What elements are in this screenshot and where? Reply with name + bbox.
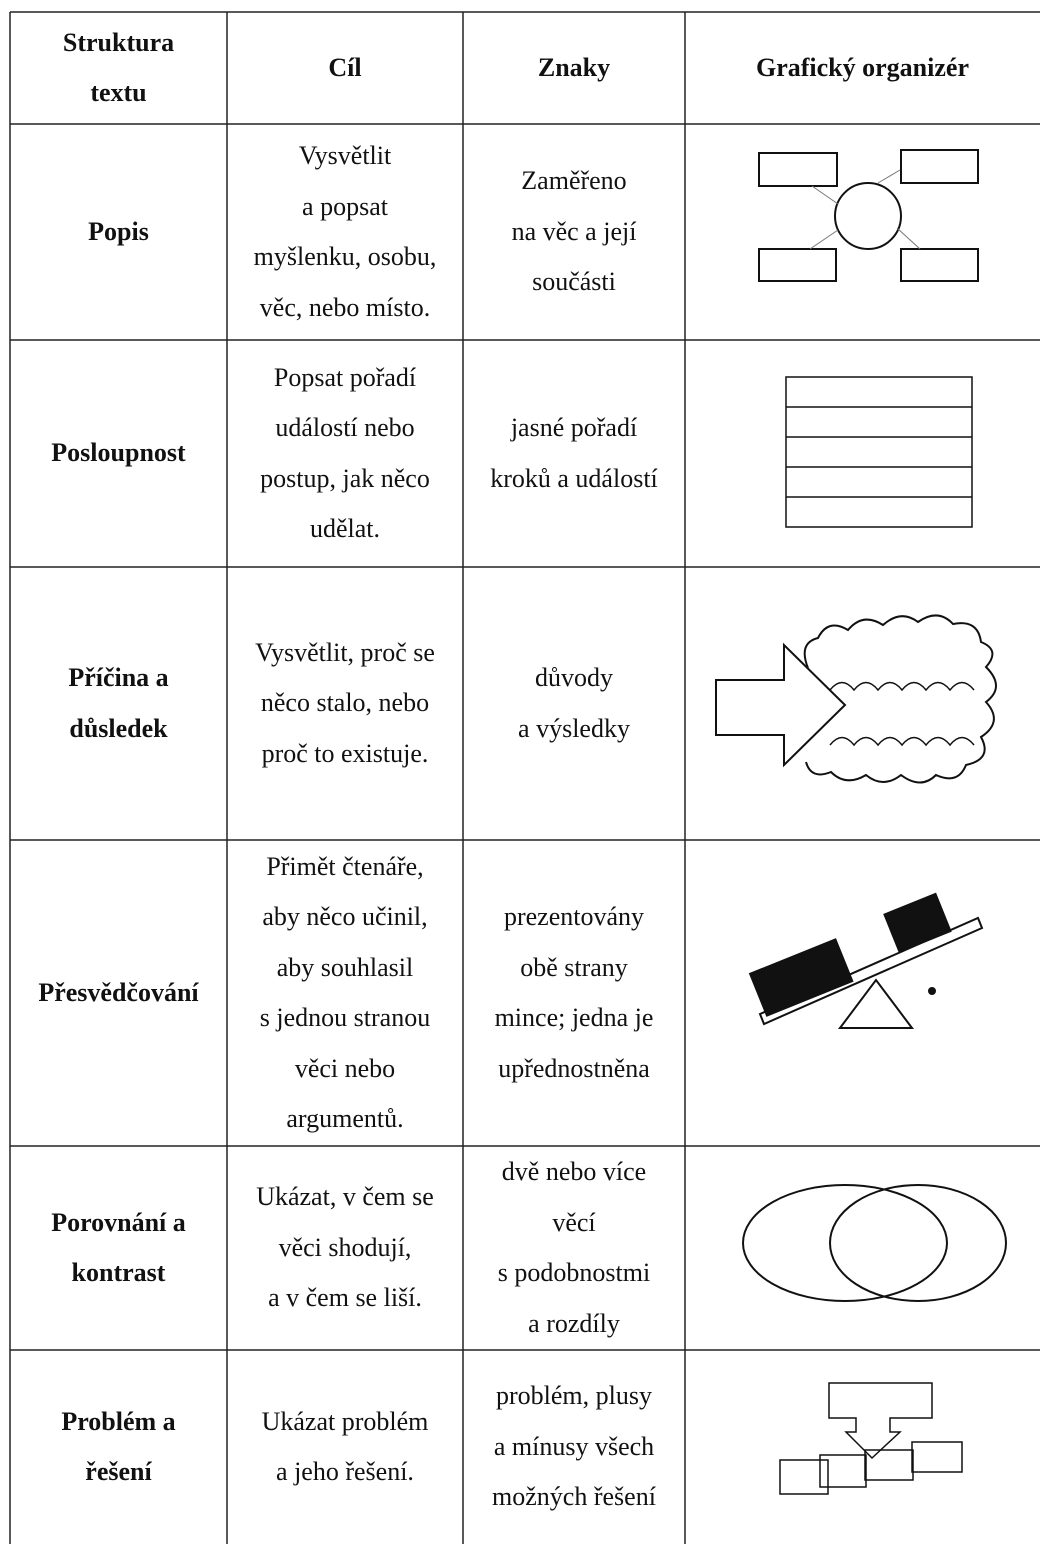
cell-text: s jednou stranou (259, 1003, 431, 1032)
cell-text: Cíl (328, 52, 362, 82)
table-cell: Vysvětlit, proč se něco stalo, nebo proč t… (227, 567, 463, 840)
table-cell: Porovnání a kontrast (10, 1146, 227, 1350)
cell-text: věcí (552, 1207, 596, 1237)
cell-text: věci nebo (294, 1053, 396, 1083)
cell-text: Přesvědčování (38, 977, 199, 1007)
table-cell: Popsat pořadí událostí nebo postup, jak ně… (227, 340, 463, 567)
cell-text: Popsat pořadí (273, 362, 417, 392)
table-cell: jasné pořadí kroků a událostí (463, 340, 685, 567)
cell-text: Zaměřeno (521, 166, 627, 196)
cell-text: problém, plusy (496, 1381, 652, 1411)
cell-text: a výsledky (518, 713, 630, 743)
cell-text: důvody (535, 663, 613, 692)
cell-text: Popis (88, 216, 149, 246)
cell-text: a popsat (302, 191, 388, 221)
cell-text: na věc a její (511, 216, 637, 246)
cell-text: kontrast (71, 1258, 166, 1287)
cell-text: Ukázat problém (261, 1406, 429, 1436)
table-cell: Vysvětlit a popsat myšlenku, osobu, věc, ne… (227, 124, 463, 340)
table-cell: Znaky (463, 12, 685, 124)
cell-text: Vysvětlit, proč se (255, 637, 435, 667)
cell-text: postup, jak něco (260, 463, 430, 493)
table-cell: Ukázat, v čem se věci shodují, a v čem se … (227, 1146, 463, 1350)
cause-effect-icon (715, 614, 997, 784)
cell-text: Grafický organizér (756, 52, 969, 82)
cell-text: Struktura (62, 27, 175, 57)
cell-text: a jeho řešení. (276, 1457, 414, 1486)
cell-text: s podobnostmi (497, 1258, 651, 1287)
cell-text: něco stalo, nebo (260, 688, 430, 718)
venn-icon (742, 1184, 1007, 1302)
table-cell: problém, plusy a mínusy všech možných řeše… (463, 1350, 685, 1544)
table-cell: Struktura textu (10, 12, 227, 124)
table-cell: Přesvědčování (10, 840, 227, 1146)
cell-text: textu (90, 78, 147, 107)
table-cell: dvě nebo více věcí s podobnostmi a rozdíly (463, 1146, 685, 1350)
grid (9, 11, 1040, 1544)
cell-text: Porovnání a (51, 1207, 186, 1237)
cell-text: a mínusy všech (493, 1431, 655, 1461)
cell-text: možných řešení (492, 1482, 656, 1512)
cell-text: obě strany (520, 952, 628, 982)
cell-text: řešení (85, 1457, 152, 1486)
cell-text: Vysvětlit (298, 141, 392, 170)
cell-text: Posloupnost (51, 438, 186, 468)
cell-text: Znaky (537, 52, 611, 82)
table-cell: Posloupnost (10, 340, 227, 567)
cell-text: Příčina a (68, 663, 169, 692)
cell-text: jasné pořadí (510, 413, 638, 442)
cell-text: věci shodují, (278, 1232, 412, 1262)
cell-text: argumentů. (286, 1104, 404, 1133)
cell-text: udělat. (309, 514, 381, 543)
cell-text: Ukázat, v čem se (256, 1182, 434, 1212)
cell-text: dvě nebo více (501, 1157, 647, 1186)
cell-text: věc, nebo místo. (259, 292, 431, 322)
table-cell: prezentovány obě strany mince; jedna je upř… (463, 840, 685, 1146)
table-cell: Zaměřeno na věc a její součásti (463, 124, 685, 340)
table-cell: Grafický organizér (685, 12, 1040, 124)
table-cell: Problém a řešení (10, 1350, 227, 1544)
table-cell: Ukázat problém a jeho řešení. (227, 1350, 463, 1544)
cell-text: proč to existuje. (261, 738, 429, 768)
table-cell: důvody a výsledky (463, 567, 685, 840)
cell-text: a rozdíly (528, 1308, 620, 1338)
cell-text: Problém a (61, 1406, 176, 1436)
sequence-icon (785, 376, 973, 528)
cell-text: aby souhlasil (276, 952, 414, 982)
table-cell: Popis (10, 124, 227, 340)
cell-text: aby něco učinil, (262, 902, 428, 931)
cell-text: myšlenku, osobu, (253, 242, 437, 271)
table-cell: Cíl (227, 12, 463, 124)
cell-text: součásti (532, 267, 616, 297)
cell-text: Přimět čtenáře, (266, 851, 424, 881)
cell-text: upřednostněna (498, 1053, 650, 1083)
cell-text: důsledek (69, 713, 168, 743)
seesaw-icon (748, 892, 984, 1029)
cell-text: prezentovány (503, 902, 645, 931)
problem-solution-icon (779, 1382, 963, 1495)
cell-text: a v čem se liší. (268, 1283, 422, 1313)
table-cell: Příčina a důsledek (10, 567, 227, 840)
cell-text: kroků a událostí (490, 463, 658, 493)
cell-text: událostí nebo (275, 413, 415, 442)
table-cell: Přimět čtenáře, aby něco učinil, aby souhl… (227, 840, 463, 1146)
mind-map-icon (758, 149, 979, 282)
cell-text: mince; jedna je (494, 1003, 654, 1032)
